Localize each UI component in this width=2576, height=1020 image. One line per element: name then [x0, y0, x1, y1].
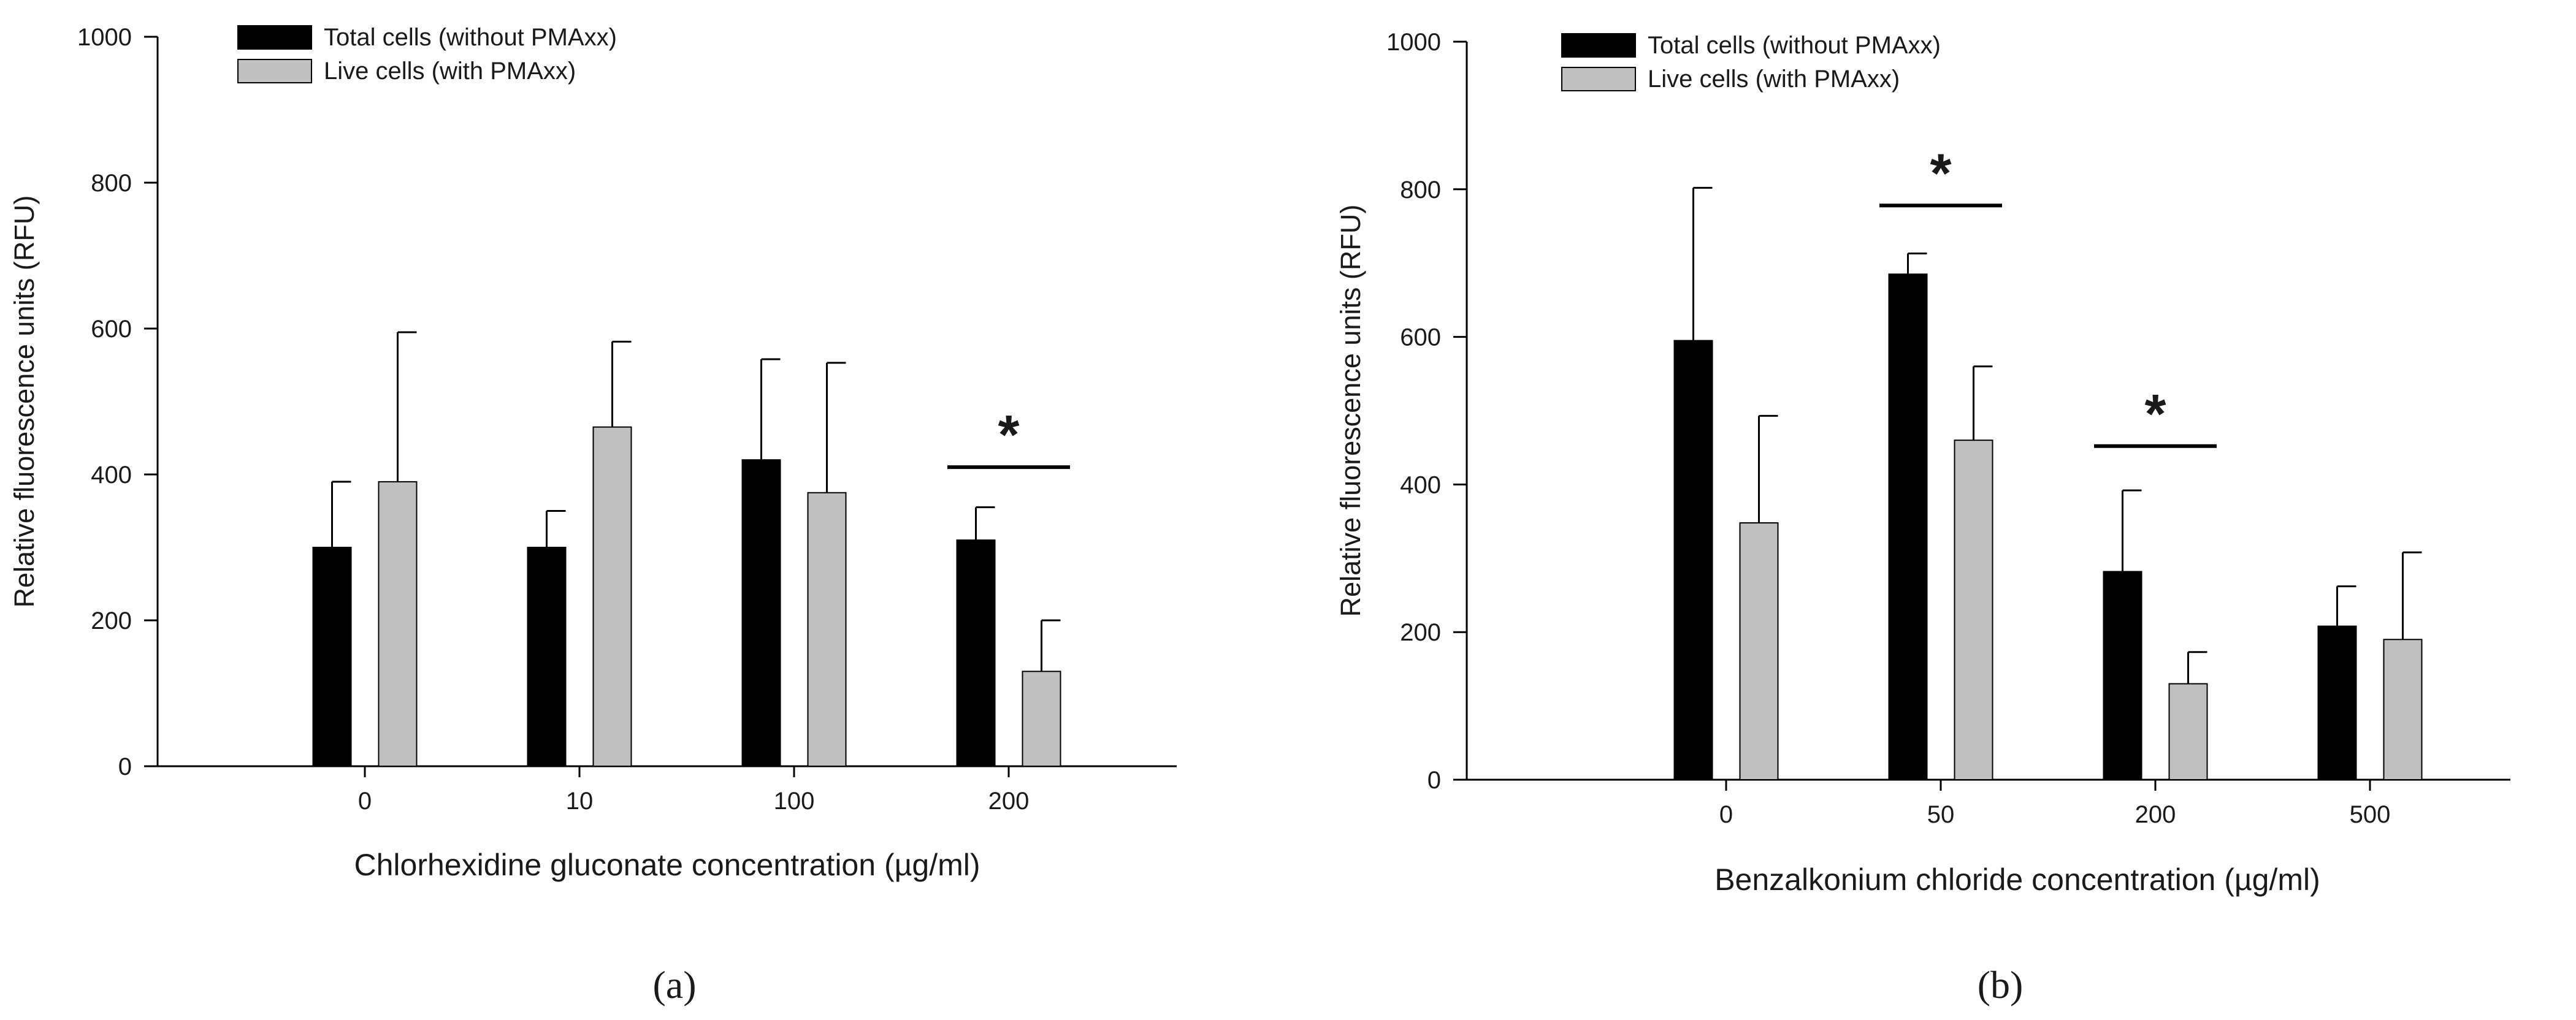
- y-tick-label: 0: [118, 753, 132, 780]
- x-tick-label: 0: [1719, 801, 1733, 828]
- bars: [312, 426, 1061, 767]
- bar: [2317, 625, 2357, 780]
- x-tick-label: 10: [566, 788, 594, 815]
- y-tick-label: 200: [1400, 619, 1441, 646]
- x-tick-label: 0: [358, 788, 372, 815]
- x-tick-label: 500: [2350, 801, 2391, 828]
- bar: [807, 492, 847, 767]
- bar: [378, 481, 418, 767]
- y-tick-label: 1000: [77, 24, 132, 51]
- significance-annotations: *: [947, 405, 1070, 470]
- bar: [956, 539, 996, 767]
- legend-swatch: [1561, 33, 1636, 58]
- bar: [2383, 639, 2423, 780]
- x-axis-label: Benzalkonium chloride concentration (µg/…: [1714, 862, 2320, 897]
- legend-entry-label: Total cells (without PMAxx): [324, 24, 617, 51]
- y-tick-label: 800: [1400, 177, 1441, 204]
- y-ticks: 0 200 400 600 800 1000: [77, 24, 158, 780]
- y-tick-label: 400: [91, 462, 132, 489]
- bar: [527, 547, 567, 767]
- legend-swatch: [237, 25, 312, 50]
- legend-entry-label: Live cells (with PMAxx): [1648, 66, 1900, 93]
- y-tick-label: 200: [91, 607, 132, 634]
- bar: [1673, 340, 1713, 780]
- y-tick-label: 1000: [1386, 29, 1441, 56]
- bar: [2103, 571, 2142, 780]
- significance-star: *: [998, 405, 1019, 466]
- bar: [1888, 273, 1928, 780]
- x-tick-label: 200: [988, 788, 1030, 815]
- x-axis-label: Chlorhexidine gluconate concentration (µ…: [354, 848, 980, 882]
- chart-panel-b: Relative fluorescence units (RFU) Benzal…: [1335, 29, 2510, 1007]
- bar: [1022, 671, 1061, 767]
- panel-label: (b): [1978, 963, 2024, 1007]
- bar: [1954, 440, 1993, 780]
- error-bars: [1692, 186, 2422, 684]
- y-tick-label: 600: [91, 316, 132, 343]
- x-tick-label: 50: [1927, 801, 1955, 828]
- y-tick-label: 800: [91, 170, 132, 197]
- y-ticks: 0 200 400 600 800 1000: [1386, 29, 1467, 794]
- y-axis-label: Relative fluorescence units (RFU): [1335, 205, 1366, 617]
- error-bars: [331, 331, 1061, 672]
- panel-label: (a): [652, 963, 696, 1007]
- legend-entry-label: Total cells (without PMAxx): [1648, 32, 1941, 59]
- bar: [312, 547, 352, 767]
- legend-swatch: [1561, 67, 1636, 91]
- significance-star: *: [1930, 143, 1951, 204]
- legend-swatch: [237, 59, 312, 83]
- significance-annotations: **: [1879, 143, 2217, 448]
- bars: [1673, 273, 2423, 780]
- chart-panel-a: Relative fluorescence units (RFU) Chlorh…: [9, 24, 1177, 1007]
- bar: [1739, 522, 1779, 780]
- y-tick-label: 0: [1428, 767, 1441, 794]
- x-ticks: 0 50 200 500: [1719, 780, 2391, 828]
- x-ticks: 0 10 100 200: [358, 766, 1030, 815]
- y-tick-label: 400: [1400, 471, 1441, 498]
- legend-entry-label: Live cells (with PMAxx): [324, 58, 576, 85]
- legend: Total cells (without PMAxx) Live cells (…: [237, 24, 617, 85]
- significance-star: *: [2144, 384, 2166, 445]
- x-tick-label: 100: [774, 788, 815, 815]
- x-tick-label: 200: [2135, 801, 2176, 828]
- y-axis-label: Relative fluorescence units (RFU): [9, 196, 40, 608]
- bar: [2168, 683, 2208, 780]
- y-tick-label: 600: [1400, 324, 1441, 351]
- legend: Total cells (without PMAxx) Live cells (…: [1561, 32, 1941, 93]
- bar: [741, 459, 781, 767]
- bar: [592, 426, 632, 767]
